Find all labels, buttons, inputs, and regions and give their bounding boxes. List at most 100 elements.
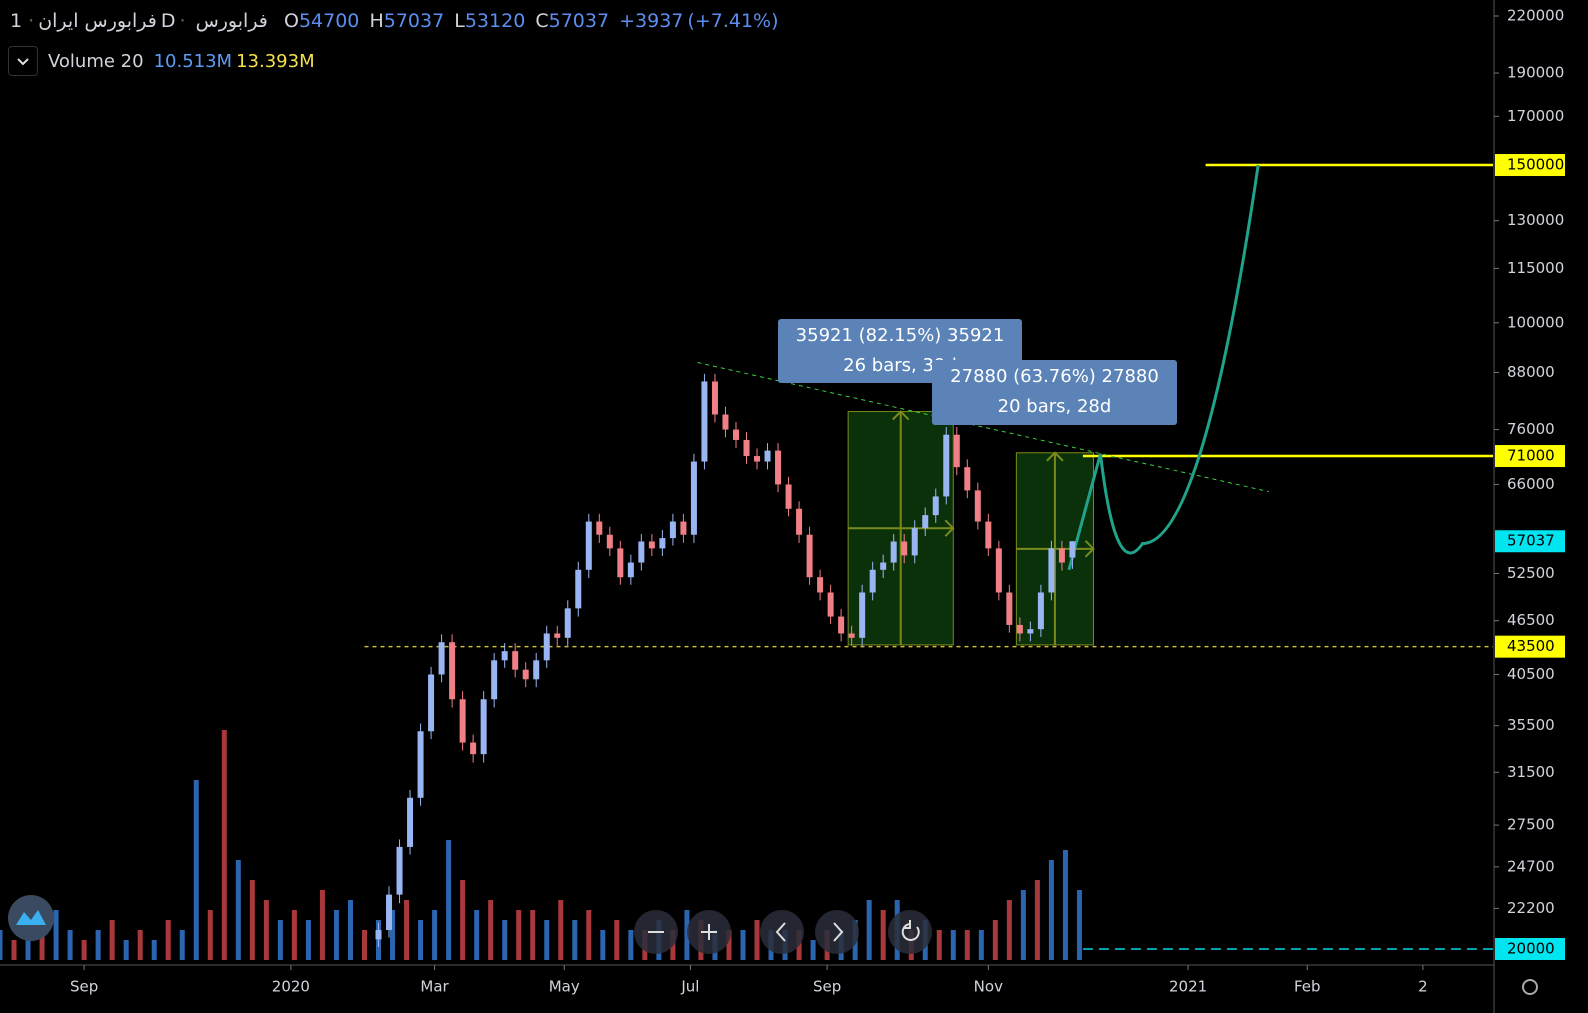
candle-body [796, 508, 803, 535]
volume-bar [614, 920, 620, 960]
measure-arrows [848, 410, 955, 645]
volume-bar [978, 930, 984, 960]
measure-text: 26 bars, 39d [843, 355, 957, 376]
candle-body [974, 490, 981, 522]
volume-bar [404, 900, 410, 960]
volume-bar [1034, 880, 1040, 960]
volume-bar [109, 920, 115, 960]
x-tick-label: Sep [813, 978, 841, 996]
toolbar-button[interactable] [634, 910, 678, 954]
y-tick-label: 31500 [1507, 763, 1555, 781]
candle-body [669, 521, 676, 539]
measure-text: 27880 (63.76%) 27880 [950, 366, 1159, 387]
volume-bar [726, 930, 732, 960]
toolbar-button[interactable] [687, 910, 731, 954]
candle-body [827, 592, 834, 617]
volume-bar [137, 930, 143, 960]
toolbar-button[interactable] [888, 910, 932, 954]
price-label: 20000 [1507, 940, 1555, 958]
volume-bar [600, 930, 606, 960]
volume-value: 10.513M [153, 50, 233, 72]
button-icon [775, 922, 786, 942]
volume-bar [516, 910, 522, 960]
candle-body [575, 569, 582, 609]
volume-bar [0, 930, 3, 960]
y-tick-label: 52500 [1507, 564, 1555, 582]
volume-bar [1006, 900, 1012, 960]
candle-body [554, 633, 561, 638]
candle-body [848, 633, 855, 638]
candle-body [711, 381, 718, 415]
candle-body [754, 456, 761, 462]
candle-body [690, 461, 697, 535]
candle-body [480, 699, 487, 755]
y-tick-label: 100000 [1507, 313, 1564, 331]
y-tick-label: 66000 [1507, 475, 1555, 493]
y-tick-label: 22200 [1507, 899, 1555, 917]
o-label: O [283, 10, 299, 32]
logo[interactable] [8, 895, 54, 941]
x-tick-label: Feb [1294, 978, 1321, 996]
candle-body [1069, 541, 1076, 558]
button-bg [888, 910, 932, 954]
volume-bar [81, 940, 87, 960]
volume-bar [572, 920, 578, 960]
candle-body [659, 538, 666, 549]
logo-bg [8, 895, 54, 941]
x-tick-label: May [549, 978, 580, 996]
volume-bar [530, 910, 536, 960]
volume-bar [936, 930, 942, 960]
button-icon [701, 924, 717, 940]
measure-text: 35921 (82.15%) 35921 [795, 325, 1005, 346]
candle-body [375, 930, 382, 940]
header: فرابورس ایران· 1D · فرابورس O54700 H57037… [10, 10, 779, 32]
c-label: C [535, 10, 549, 32]
measure-arrows [1016, 451, 1095, 645]
candle-body [617, 548, 624, 578]
candle-body [880, 562, 887, 570]
measure-label: 35921 (82.15%) 35921 26 bars, 39d [778, 319, 1022, 383]
trend-line [697, 361, 1269, 493]
volume-legend: Volume 20 10.513M 13.393M [8, 46, 315, 76]
y-tick-label: 115000 [1507, 259, 1564, 277]
candle-body [943, 434, 950, 497]
candle-body [1058, 548, 1065, 563]
candle-body [932, 496, 939, 516]
x-tick-label: 2 [1418, 978, 1428, 996]
price-label: 43500 [1507, 637, 1555, 655]
candle-body [859, 592, 866, 638]
button-icon [833, 922, 844, 942]
interval: 1D [10, 10, 176, 32]
candle-body [1006, 592, 1013, 625]
candle-body [806, 534, 813, 578]
price-label-bg [1495, 635, 1565, 658]
candle-body [386, 894, 393, 931]
volume-bar [586, 910, 592, 960]
volume-bar [488, 900, 494, 960]
candle-body [722, 414, 729, 430]
collapse-button[interactable] [8, 46, 38, 76]
volume-bar [333, 910, 339, 960]
toolbar-button[interactable] [760, 910, 804, 954]
volume-bar [950, 930, 956, 960]
volume-bar [474, 910, 480, 960]
y-tick-label: 190000 [1507, 64, 1564, 82]
y-tick-label: 170000 [1507, 107, 1564, 125]
volume-bar [53, 910, 59, 960]
close: 57037 [548, 10, 610, 32]
candle-body [1037, 592, 1044, 630]
candle-body [732, 429, 739, 440]
change-pct: (+7.41%) [687, 10, 779, 32]
candle-body [417, 731, 424, 798]
exchange: فرابورس [195, 10, 268, 32]
volume-bar [319, 890, 325, 960]
volume-bar [558, 900, 564, 960]
volume-bar [179, 930, 185, 960]
x-tick-label: Nov [974, 978, 1003, 996]
candle-body [964, 467, 971, 491]
toolbar-button[interactable] [815, 910, 859, 954]
volume-bar [249, 880, 255, 960]
price-label-bg [1495, 445, 1565, 468]
volume-bar [11, 940, 17, 960]
